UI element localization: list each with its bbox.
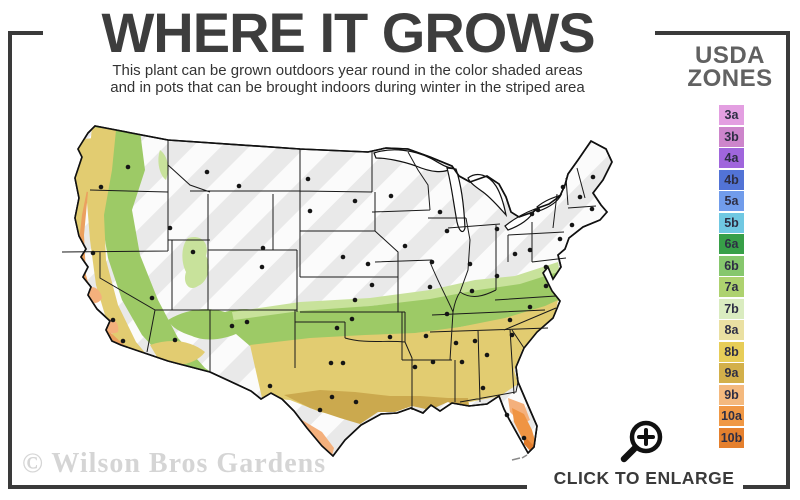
legend-zone-10a: 10a: [719, 406, 744, 426]
legend-zone-6b: 6b: [719, 255, 744, 276]
legend-title-line-1: USDA: [694, 42, 765, 69]
frame-bottom-left: [8, 485, 527, 489]
watermark: © Wilson Bros Gardens: [22, 448, 327, 479]
page-title: WHERE IT GROWS: [101, 1, 595, 64]
legend-zone-7b: 7b: [719, 298, 744, 319]
frame-left: [8, 31, 12, 489]
legend-zone-9a: 9a: [719, 363, 744, 383]
legend-zones: 3a 3b 4a 4b 5a 5b 6a 6b 7a 7b 8a 8b 9a 9b 10a 10b: [719, 105, 744, 449]
us-outline: [74, 125, 613, 458]
legend-title: USDA ZONES: [676, 42, 784, 92]
legend-zone-10b: 10b: [719, 427, 744, 448]
subtitle-line-2: and in pots that can be brought indoors …: [110, 79, 585, 96]
city-dots: [90, 164, 596, 441]
subtitle-line-1: This plant can be grown outdoors year ro…: [112, 62, 583, 79]
enlarge-label[interactable]: CLICK TO ENLARGE: [553, 468, 735, 488]
legend-zone-9b: 9b: [719, 384, 744, 405]
frame-top-left: [8, 31, 43, 35]
magnifier-zoom-icon[interactable]: [616, 415, 668, 467]
florida-keys: [511, 454, 528, 461]
legend-zone-7a: 7a: [719, 277, 744, 297]
legend-zone-6a: 6a: [719, 234, 744, 254]
state-borders: [61, 140, 597, 410]
legend-zone-4a: 4a: [719, 148, 744, 168]
legend-zone-5b: 5b: [719, 212, 744, 233]
legend-zone-8a: 8a: [719, 320, 744, 340]
legend-zone-4b: 4b: [719, 169, 744, 190]
legend-zone-5a: 5a: [719, 191, 744, 211]
legend-zone-8b: 8b: [719, 341, 744, 362]
legend-title-line-2: ZONES: [687, 65, 773, 92]
frame-right: [786, 31, 790, 489]
frame-bottom-right: [743, 485, 790, 489]
frame-top-right: [655, 31, 790, 35]
legend-zone-3b: 3b: [719, 126, 744, 147]
legend-zone-3a: 3a: [719, 105, 744, 125]
subtitle: This plant can be grown outdoors year ro…: [40, 62, 655, 96]
